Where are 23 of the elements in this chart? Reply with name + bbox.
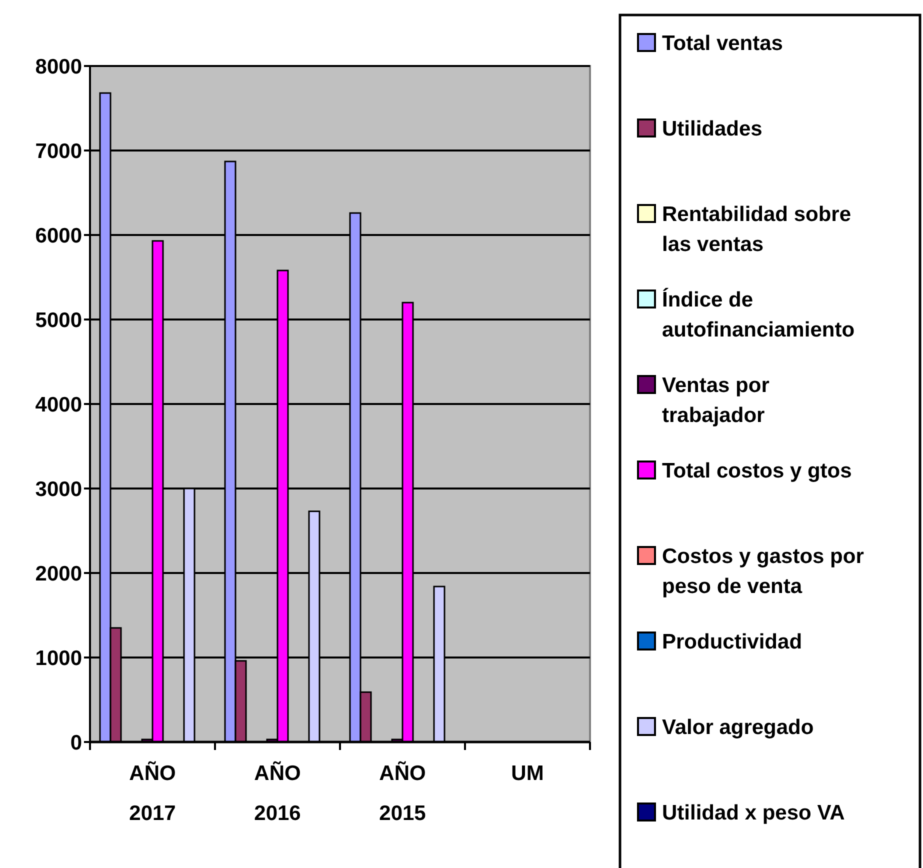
y-tick-label: 8000 [35, 55, 82, 78]
legend-label: Costos y gastos por peso de venta [662, 545, 864, 598]
legend-label: Total costos y gtos [662, 460, 852, 482]
y-tick-label: 3000 [35, 478, 82, 501]
x-tick-label: AÑO 2015 [379, 761, 426, 825]
x-tick-label: AÑO 2016 [254, 761, 301, 825]
y-tick-label: 0 [70, 731, 82, 754]
x-tick-label: AÑO 2017 [129, 761, 176, 825]
y-tick-label: 7000 [35, 140, 82, 163]
legend-label: Productividad [662, 630, 802, 654]
legend-label: Total ventas [662, 32, 783, 55]
x-tick-label: UM [511, 762, 544, 785]
legend-label: Utilidades [662, 118, 762, 140]
legend-label: Valor agregado [662, 716, 814, 739]
y-tick-label: 4000 [35, 393, 82, 416]
y-tick-label: 5000 [35, 308, 82, 332]
y-tick-label: 2000 [35, 562, 82, 586]
legend-label: Ventas por trabajador [662, 374, 770, 427]
y-tick-label: 1000 [35, 646, 82, 670]
legend-label: Índice de autofinanciamiento [662, 288, 855, 342]
y-tick-label: 6000 [35, 224, 82, 248]
legend-label: Utilidad x peso VA [662, 802, 845, 824]
legend-label: Rentabilidad sobre las ventas [662, 203, 852, 256]
